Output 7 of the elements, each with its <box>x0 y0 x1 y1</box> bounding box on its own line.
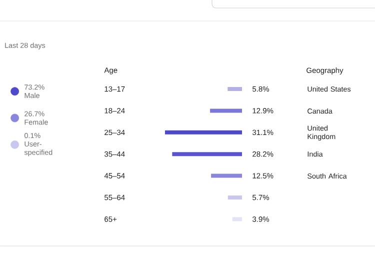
bar <box>228 195 242 200</box>
bar <box>211 174 242 178</box>
bar <box>228 86 242 91</box>
bar <box>210 108 242 113</box>
bar <box>232 217 242 222</box>
bar <box>172 152 242 156</box>
bar <box>165 130 242 134</box>
